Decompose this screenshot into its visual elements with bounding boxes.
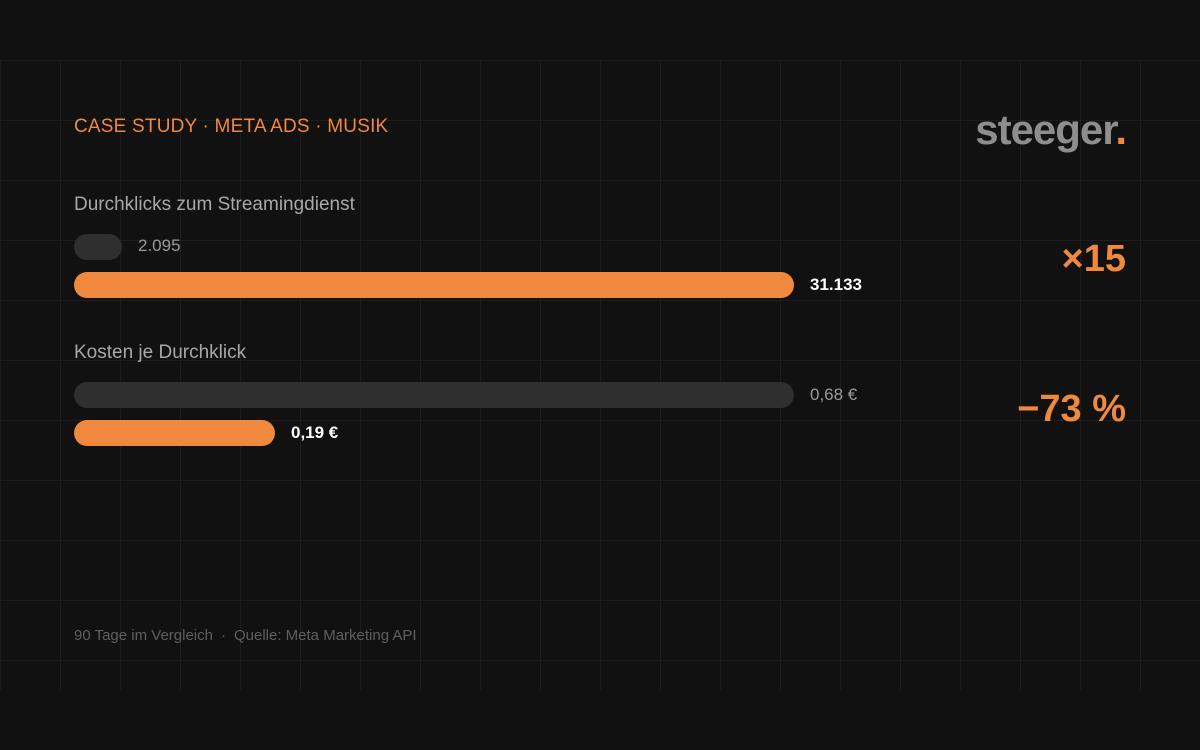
metric-title-cost: Kosten je Durchklick <box>74 342 247 363</box>
bar-clicks-before <box>74 234 122 260</box>
value-clicks-before: 2.095 <box>138 236 181 255</box>
bar-cost-before <box>74 382 794 408</box>
value-cost-before: 0,68 € <box>810 385 858 404</box>
value-clicks-after: 31.133 <box>810 275 862 294</box>
brand-logo: steeger. <box>975 106 1127 154</box>
logo-text: steeger <box>975 106 1116 153</box>
case-study-kicker: CASE STUDY · META ADS · MUSIK <box>74 116 389 137</box>
footer-note: 90 Tage im Vergleich · Quelle: Meta Market… <box>74 627 417 644</box>
bar-cost-after <box>74 420 275 446</box>
logo-dot: . <box>1115 106 1127 153</box>
background-grid <box>0 60 1200 690</box>
value-cost-after: 0,19 € <box>291 423 339 442</box>
delta-clicks: ×15 <box>1061 238 1126 280</box>
metric-title-clicks: Durchklicks zum Streamingdienst <box>74 194 355 215</box>
bar-clicks-after <box>74 272 794 298</box>
footer-source: Quelle: Meta Marketing API <box>233 627 417 644</box>
footer-period: 90 Tage im Vergleich <box>74 627 213 644</box>
footer-separator: · <box>220 627 226 644</box>
delta-cost: −73 % <box>1017 388 1126 430</box>
